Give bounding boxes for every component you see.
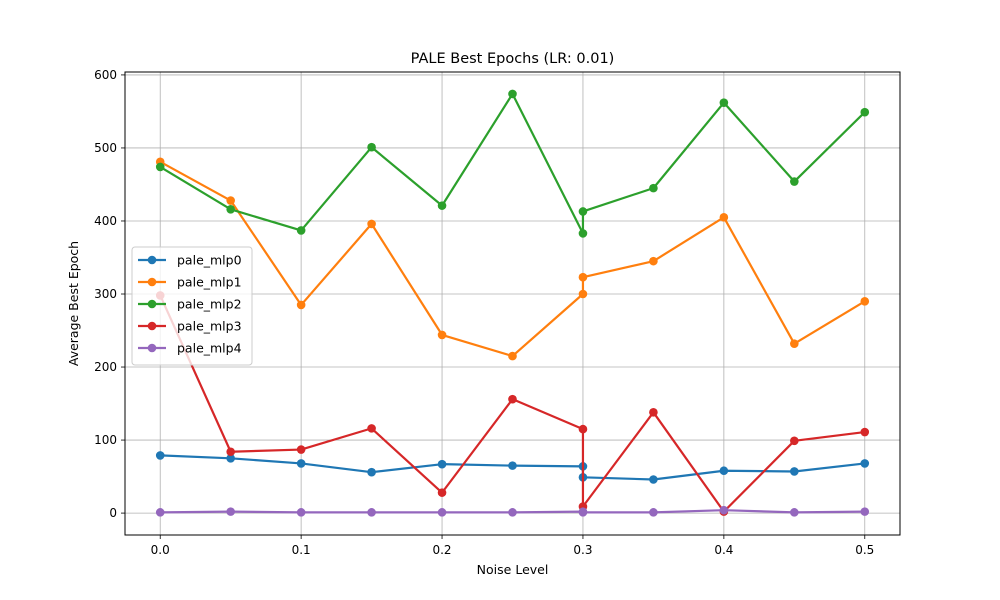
y-tick-label: 600 xyxy=(94,68,117,82)
data-point xyxy=(155,451,165,460)
data-point xyxy=(790,508,799,517)
legend-label: pale_mlp3 xyxy=(177,319,242,334)
data-point xyxy=(860,507,870,516)
series-line-pale_mlp4 xyxy=(160,509,865,514)
data-point xyxy=(226,507,235,516)
data-point xyxy=(790,177,799,186)
data-point xyxy=(367,508,376,517)
y-axis-label: Average Best Epoch xyxy=(66,241,81,366)
y-tick-label: 400 xyxy=(94,214,117,228)
legend-swatch-marker xyxy=(147,343,157,353)
data-point xyxy=(508,394,517,404)
data-point xyxy=(719,466,729,476)
x-tick-label: 0.4 xyxy=(714,543,733,557)
x-axis-label: Noise Level xyxy=(477,562,549,577)
data-point xyxy=(649,256,658,266)
data-point xyxy=(226,204,235,214)
data-point xyxy=(649,475,658,484)
data-point xyxy=(226,196,235,205)
data-point xyxy=(649,183,658,193)
data-point xyxy=(578,508,588,517)
y-tick-label: 0 xyxy=(109,506,117,520)
ticks-layer: 0.0 0.1 0.2 0.3 0.4 0.5 0 100 200 300 400 500 600 xyxy=(94,68,874,557)
series-pale_mlp1 xyxy=(155,157,870,361)
x-tick-label: 0.3 xyxy=(573,543,592,557)
chart-title: PALE Best Epochs (LR: 0.01) xyxy=(411,51,615,67)
data-point xyxy=(155,162,165,172)
data-point xyxy=(578,207,588,216)
data-point xyxy=(578,289,588,299)
series-pale_mlp2 xyxy=(155,89,870,238)
plot-frame xyxy=(124,71,901,536)
legend: pale_mlp0 pale_mlp1 pale_mlp2 pale_mlp3pale… xyxy=(131,246,253,366)
legend-label: pale_mlp0 xyxy=(177,253,242,268)
legend-swatch-marker xyxy=(147,299,157,309)
legend-swatch-marker xyxy=(147,277,157,287)
x-tick-label: 0.1 xyxy=(292,543,311,557)
data-point xyxy=(296,445,306,454)
legend-label: pale_mlp1 xyxy=(177,275,242,290)
data-point xyxy=(578,272,588,282)
data-point xyxy=(790,339,799,348)
data-point xyxy=(649,408,658,417)
data-point xyxy=(367,424,376,433)
data-point xyxy=(437,330,447,340)
series-pale_mlp4 xyxy=(155,505,870,517)
data-point xyxy=(296,226,306,235)
data-point xyxy=(578,424,588,434)
series-line-pale_mlp1 xyxy=(159,160,866,358)
data-point xyxy=(367,467,376,477)
data-point xyxy=(649,508,658,517)
data-point xyxy=(719,98,729,107)
series-line-pale_mlp0 xyxy=(160,454,865,481)
data-point xyxy=(437,488,447,497)
legend-swatch-marker xyxy=(147,321,157,331)
grid-layer xyxy=(125,72,900,535)
x-tick-label: 0.0 xyxy=(151,543,170,557)
data-point xyxy=(790,436,799,446)
data-point xyxy=(296,508,306,517)
data-point xyxy=(508,461,517,470)
data-point xyxy=(860,107,870,117)
data-point xyxy=(578,229,588,238)
data-point xyxy=(226,454,235,463)
data-point xyxy=(508,508,517,517)
series-line-pale_mlp3 xyxy=(159,295,865,513)
legend-swatch-marker xyxy=(147,255,157,265)
x-tick-label: 0.5 xyxy=(855,543,874,557)
data-point xyxy=(719,505,729,515)
data-point xyxy=(367,219,376,229)
legend-label: pale_mlp2 xyxy=(177,297,242,312)
y-tick-label: 200 xyxy=(94,360,117,374)
data-point xyxy=(860,297,870,306)
data-point xyxy=(860,427,870,437)
series-layer xyxy=(155,89,870,517)
data-point xyxy=(508,351,517,361)
data-point xyxy=(296,459,306,468)
x-tick-label: 0.2 xyxy=(432,543,451,557)
y-tick-label: 500 xyxy=(94,141,117,155)
data-point xyxy=(367,142,376,152)
series-line-pale_mlp2 xyxy=(159,92,866,235)
data-point xyxy=(719,213,729,222)
data-point xyxy=(226,447,235,457)
data-point xyxy=(790,467,799,476)
data-point xyxy=(508,89,517,99)
y-tick-label: 100 xyxy=(94,433,117,447)
data-point xyxy=(437,201,447,210)
data-point xyxy=(437,459,447,469)
legend-box xyxy=(131,246,253,366)
data-point xyxy=(296,300,306,310)
legend-label: pale_mlp4 xyxy=(177,341,242,356)
series-pale_mlp3 xyxy=(155,291,870,516)
data-point xyxy=(437,508,447,517)
y-tick-label: 300 xyxy=(94,287,117,301)
data-point xyxy=(155,508,165,517)
data-point xyxy=(860,459,870,468)
